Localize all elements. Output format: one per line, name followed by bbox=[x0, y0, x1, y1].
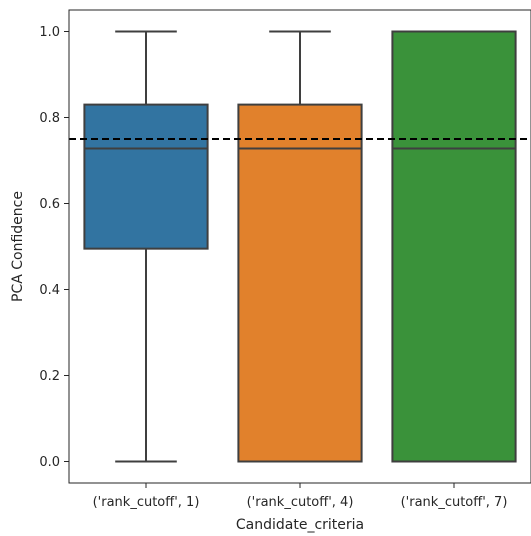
box-iqr bbox=[83, 103, 209, 250]
x-axis-ticks: ('rank_cutoff', 1) ('rank_cutoff', 4) ('ra… bbox=[93, 483, 508, 510]
box-group-3 bbox=[391, 30, 517, 463]
y-tick-label: 0.6 bbox=[39, 197, 60, 212]
box-group-2 bbox=[237, 30, 363, 463]
box-iqr bbox=[391, 30, 517, 463]
y-tick-label: 0.4 bbox=[39, 283, 60, 298]
plot-content bbox=[83, 30, 517, 463]
x-tick-label: ('rank_cutoff', 4) bbox=[247, 495, 354, 510]
box-group-1 bbox=[83, 30, 209, 463]
y-axis-ticks: 0.0 0.2 0.4 0.6 0.8 1.0 bbox=[39, 25, 69, 470]
x-tick-label: ('rank_cutoff', 7) bbox=[401, 495, 508, 510]
y-tick-label: 0.2 bbox=[39, 369, 60, 384]
y-tick-label: 1.0 bbox=[39, 25, 60, 40]
box-iqr bbox=[237, 103, 363, 463]
y-tick-label: 0.8 bbox=[39, 111, 60, 126]
y-tick-label: 0.0 bbox=[39, 455, 60, 470]
x-tick-label: ('rank_cutoff', 1) bbox=[93, 495, 200, 510]
y-axis-label: PCA Confidence bbox=[10, 191, 26, 302]
x-axis-label: Candidate_criteria bbox=[236, 517, 364, 533]
